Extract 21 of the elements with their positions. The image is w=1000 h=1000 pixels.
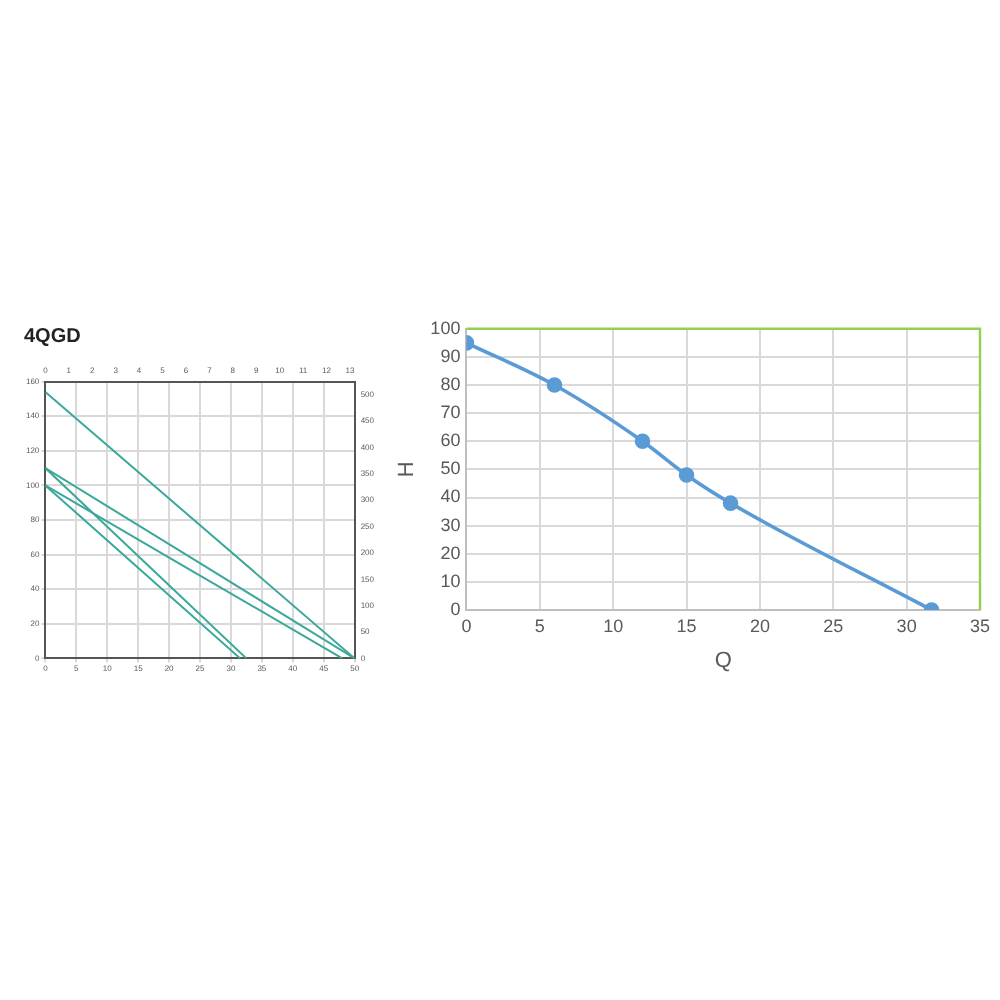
y-tick-label: 80: [440, 374, 461, 395]
y-tick-label: 20: [440, 542, 461, 563]
y-tick-label: 100: [430, 317, 461, 338]
chart-title: 4QGD: [24, 325, 81, 348]
y-tick-label: 60: [440, 430, 461, 451]
x-axis-title: Q: [714, 648, 733, 673]
x-tick-label: 5: [534, 615, 545, 636]
x-tick-label: 30: [896, 615, 917, 636]
y-tick-label: 30: [440, 514, 461, 535]
y-tick-label: 40: [440, 486, 461, 507]
x-tick-label: 15: [676, 615, 697, 636]
x-tick-label: 20: [749, 615, 770, 636]
x-tick-label: 25: [823, 615, 844, 636]
y-tick-label: 90: [440, 345, 461, 366]
y-tick-label: 50: [440, 458, 461, 479]
y-tick-label: 10: [440, 570, 461, 591]
y-tick-label: 70: [440, 402, 461, 423]
y-tick-label: 0: [450, 598, 461, 619]
x-tick-label: 10: [603, 615, 624, 636]
x-tick-label: 35: [969, 615, 990, 636]
y-axis-title: H: [395, 461, 420, 478]
